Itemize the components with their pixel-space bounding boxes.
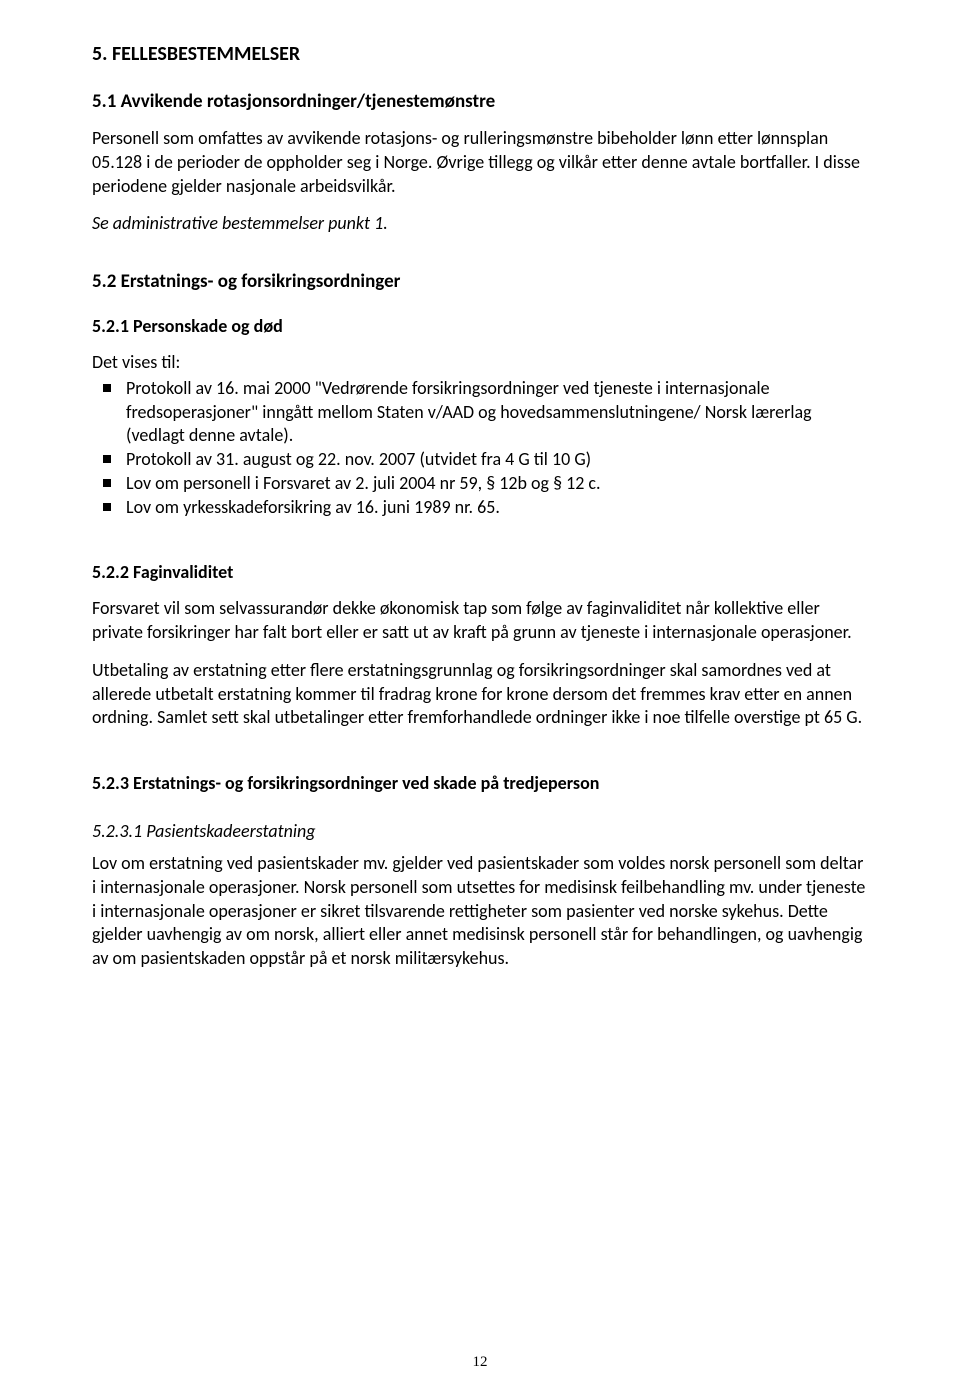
heading-5-1: 5.1 Avvikende rotasjonsordninger/tjenest… <box>92 90 868 113</box>
heading-5-2-1: 5.2.1 Personskade og død <box>92 315 868 337</box>
list-item: Protokoll av 31. august og 22. nov. 2007… <box>92 448 868 472</box>
paragraph: Utbetaling av erstatning etter flere ers… <box>92 659 868 730</box>
page-number: 12 <box>0 1354 960 1371</box>
bullet-list-5-2-1: Protokoll av 16. mai 2000 "Vedrørende fo… <box>92 377 868 520</box>
heading-5-2-3: 5.2.3 Erstatnings- og forsikringsordning… <box>92 772 868 794</box>
paragraph: Forsvaret vil som selvassurandør dekke ø… <box>92 597 868 645</box>
paragraph-italic: Se administrative bestemmelser punkt 1. <box>92 212 868 236</box>
list-item: Lov om personell i Forsvaret av 2. juli … <box>92 472 868 496</box>
list-item: Protokoll av 16. mai 2000 "Vedrørende fo… <box>92 377 868 448</box>
heading-5-2-3-1: 5.2.3.1 Pasientskadeerstatning <box>92 820 868 842</box>
list-item: Lov om yrkesskadeforsikring av 16. juni … <box>92 496 868 520</box>
paragraph: Lov om erstatning ved pasientskader mv. … <box>92 852 868 971</box>
heading-5-2-2: 5.2.2 Faginvaliditet <box>92 561 868 583</box>
heading-5-2: 5.2 Erstatnings- og forsikringsordninger <box>92 270 868 293</box>
heading-level-1: 5. FELLESBESTEMMELSER <box>92 42 868 66</box>
document-page: 5. FELLESBESTEMMELSER 5.1 Avvikende rota… <box>0 0 960 1391</box>
paragraph: Personell som omfattes av avvikende rota… <box>92 127 868 198</box>
paragraph: Det vises til: <box>92 351 868 375</box>
